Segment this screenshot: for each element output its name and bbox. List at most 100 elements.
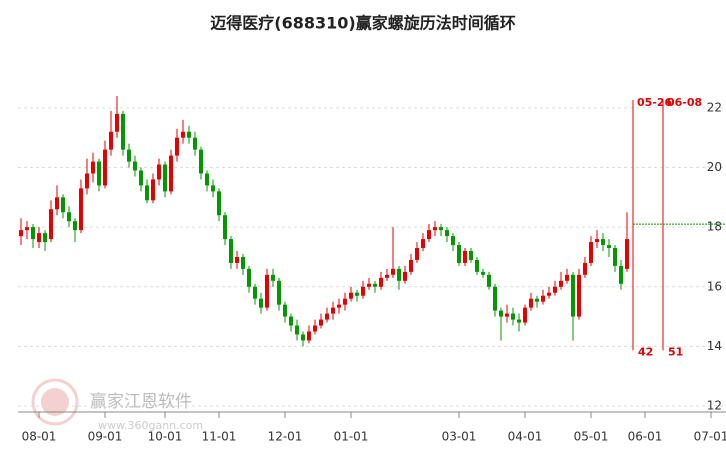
candle-body — [121, 113, 125, 150]
candle-body — [427, 230, 431, 240]
candle-body — [205, 173, 209, 186]
candle-body — [517, 319, 521, 323]
candle-body — [289, 316, 293, 326]
candle-body — [259, 298, 263, 308]
candle-body — [139, 170, 143, 186]
candle-body — [583, 262, 587, 275]
candle-body — [169, 155, 173, 192]
candle-body — [157, 164, 161, 180]
candle-body — [319, 319, 323, 326]
candle-body — [25, 227, 29, 231]
candle-body — [115, 113, 119, 132]
candle-body — [487, 274, 491, 287]
candle-body — [619, 265, 623, 284]
candle-body — [253, 286, 257, 299]
candle-body — [127, 149, 131, 162]
candle-body — [391, 268, 395, 275]
x-tick-label: 05-01 — [574, 430, 609, 444]
candle-body — [73, 221, 77, 231]
x-tick-label: 01-01 — [334, 430, 369, 444]
candle-body — [49, 209, 53, 240]
candle-body — [559, 280, 563, 287]
candle-body — [271, 274, 275, 281]
candle-body — [79, 188, 83, 231]
candle-body — [475, 259, 479, 272]
candle-body — [505, 313, 509, 317]
candle-body — [325, 313, 329, 320]
candle-body — [397, 268, 401, 281]
x-tick-label: 09-01 — [88, 430, 123, 444]
y-tick-label: 20 — [707, 160, 722, 174]
candle-body — [409, 259, 413, 272]
candle-body — [151, 179, 155, 201]
candle-body — [67, 212, 71, 222]
y-tick-label: 12 — [707, 399, 722, 413]
candle-body — [109, 131, 113, 150]
y-tick-label: 22 — [707, 100, 722, 114]
candle-body — [43, 233, 47, 243]
candle-body — [367, 283, 371, 287]
y-tick-label: 14 — [707, 339, 722, 353]
candle-body — [37, 233, 41, 243]
y-tick-label: 16 — [707, 279, 722, 293]
candle-body — [343, 298, 347, 305]
watermark-logo — [31, 378, 79, 426]
candle-body — [565, 274, 569, 281]
candle-body — [601, 239, 605, 246]
candle-body — [379, 277, 383, 287]
candle-body — [301, 334, 305, 341]
candle-body — [61, 197, 65, 213]
x-tick-label: 10-01 — [148, 430, 183, 444]
candle-body — [439, 227, 443, 231]
candle-body — [265, 274, 269, 308]
candle-body — [553, 286, 557, 293]
candle-body — [55, 197, 59, 210]
candle-body — [247, 268, 251, 287]
x-tick-label: 12-01 — [268, 430, 303, 444]
candle-body — [547, 292, 551, 296]
candle-body — [451, 236, 455, 246]
candle-body — [97, 161, 101, 186]
candle-body — [577, 274, 581, 317]
candle-body — [193, 137, 197, 150]
candle-body — [277, 280, 281, 305]
candle-body — [499, 310, 503, 317]
y-tick-label: 18 — [707, 220, 722, 234]
candle-body — [229, 239, 233, 263]
candle-body — [511, 313, 515, 320]
candle-body — [493, 286, 497, 311]
candle-body — [187, 131, 191, 138]
candle-body — [361, 286, 365, 296]
watermark: 赢家江恩软件 — [90, 392, 192, 412]
candle-body — [313, 325, 317, 332]
candle-body — [337, 304, 341, 308]
candle-body — [145, 185, 149, 201]
candle-body — [445, 230, 449, 237]
candle-body — [349, 292, 353, 299]
x-tick-label: 03-01 — [442, 430, 477, 444]
x-tick-label: 08-01 — [22, 430, 57, 444]
candle-body — [91, 161, 95, 174]
candle-body — [217, 191, 221, 216]
candle-body — [331, 307, 335, 314]
cycle-date: 06-08 — [667, 96, 702, 109]
candle-body — [295, 325, 299, 335]
candle-body — [469, 251, 473, 260]
candle-body — [175, 137, 179, 156]
candle-body — [31, 227, 35, 240]
candle-body — [421, 239, 425, 249]
candle-body — [571, 274, 575, 317]
candle-body — [283, 304, 287, 317]
x-tick-label: 11-01 — [202, 430, 237, 444]
candle-body — [457, 245, 461, 263]
candle-body — [85, 173, 89, 189]
candle-body — [373, 283, 377, 287]
candle-body — [241, 256, 245, 269]
x-tick-label: 07-01 — [694, 430, 726, 444]
candle-body — [529, 298, 533, 308]
candle-body — [541, 295, 545, 302]
candle-body — [535, 298, 539, 302]
candle-body — [133, 161, 137, 171]
candle-body — [607, 245, 611, 249]
